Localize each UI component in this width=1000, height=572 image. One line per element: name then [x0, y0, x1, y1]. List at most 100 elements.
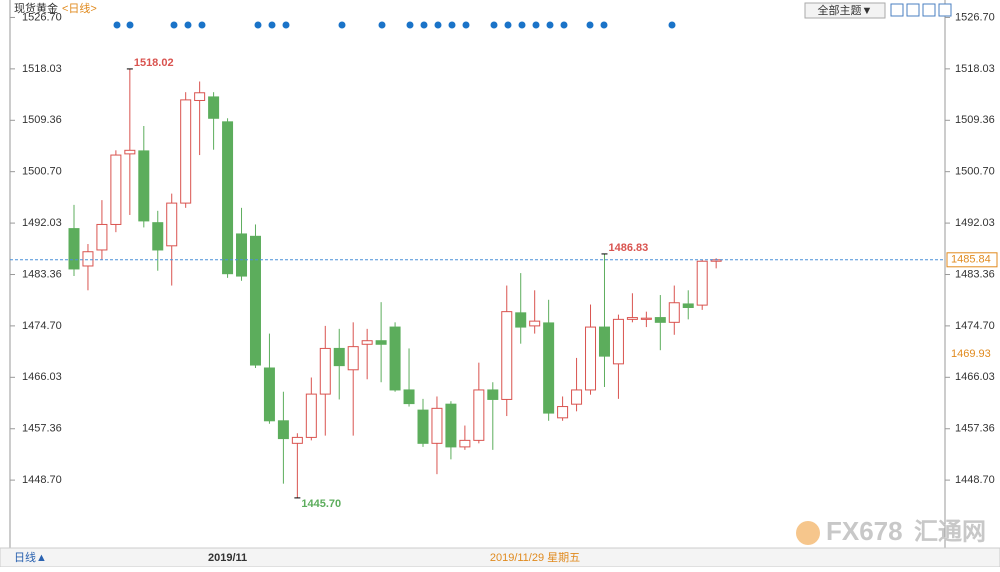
marker-price-label: 1469.93 [951, 348, 991, 360]
candle-body [571, 389, 583, 405]
candle-body [626, 317, 638, 320]
event-dot [198, 21, 206, 29]
candle-body [333, 347, 345, 367]
icon[interactable] [938, 3, 952, 17]
event-dot [113, 21, 121, 29]
candle-body [110, 154, 122, 225]
icon[interactable] [890, 3, 904, 17]
candle-body [68, 228, 80, 270]
candle-body [431, 407, 443, 444]
candle-body [515, 312, 527, 328]
theme-button[interactable]: 全部主题▼ [818, 3, 873, 17]
y-tick-label: 1492.03 [22, 217, 62, 229]
y-tick-label: 1526.70 [22, 11, 62, 23]
y-tick-label-right: 1483.36 [955, 268, 995, 280]
candle-body [263, 367, 275, 422]
candle-body [668, 302, 680, 323]
event-dot [184, 21, 192, 29]
candle-body [194, 92, 206, 101]
event-dot [434, 21, 442, 29]
event-dot [546, 21, 554, 29]
candle-body [417, 409, 429, 444]
candle-body [208, 96, 220, 119]
candle-body [598, 326, 610, 357]
candle-body [305, 393, 317, 438]
event-dot [532, 21, 540, 29]
y-tick-label: 1457.36 [22, 423, 62, 435]
high-label: 1486.83 [608, 242, 648, 254]
event-dot [170, 21, 178, 29]
theme-button-box[interactable] [804, 2, 886, 19]
candle-body [166, 202, 178, 247]
candle-body [277, 420, 289, 440]
candle-body [138, 150, 150, 222]
y-tick-label: 1509.36 [22, 114, 62, 126]
chart-title: 现货黄金 [14, 1, 58, 15]
y-tick-label: 1483.36 [22, 268, 62, 280]
event-dot [126, 21, 134, 29]
candle-body [152, 222, 164, 251]
y-tick-label-right: 1509.36 [955, 114, 995, 126]
candle-body [654, 317, 666, 323]
candle-body [319, 347, 331, 395]
icon[interactable] [922, 3, 936, 17]
candle-body [612, 318, 624, 365]
candle-body [501, 311, 513, 400]
x-tick-label: 2019/11 [208, 552, 247, 564]
candle-body [459, 439, 471, 448]
y-tick-label: 1448.70 [22, 474, 62, 486]
event-dot [586, 21, 594, 29]
candle-body [557, 406, 569, 419]
candle-body [585, 326, 597, 391]
high-label: 1518.02 [134, 57, 174, 69]
y-tick-label-right: 1474.70 [955, 320, 995, 332]
candle-body [180, 99, 192, 204]
event-dot [448, 21, 456, 29]
candle-body [236, 233, 248, 277]
y-tick-label-right: 1518.03 [955, 63, 995, 75]
candle-body [543, 322, 555, 414]
candle-body [445, 403, 457, 448]
last-price-label: 1485.84 [951, 254, 991, 266]
event-dot [420, 21, 428, 29]
event-dot [254, 21, 262, 29]
logo: FX678 [826, 516, 903, 546]
logo-icon [796, 521, 820, 545]
y-tick-label-right: 1466.03 [955, 371, 995, 383]
event-dot [406, 21, 414, 29]
y-tick-label-right: 1526.70 [955, 11, 995, 23]
candle-body [96, 223, 108, 251]
candle-body [403, 389, 415, 405]
y-tick-label-right: 1457.36 [955, 423, 995, 435]
y-tick-label-right: 1500.70 [955, 166, 995, 178]
period-button[interactable]: 日线▲ [14, 550, 47, 564]
candle-body [640, 317, 652, 320]
candle-body [291, 436, 303, 444]
candle-body [361, 340, 373, 345]
candle-body [222, 121, 234, 275]
candle-body [529, 320, 541, 327]
event-dot [490, 21, 498, 29]
y-tick-label: 1518.03 [22, 63, 62, 75]
y-tick-label: 1466.03 [22, 371, 62, 383]
event-dot [338, 21, 346, 29]
logo-cn: 汇通网 [914, 518, 986, 545]
cursor-date: 2019/11/29 星期五 [490, 551, 580, 564]
event-dot [462, 21, 470, 29]
candle-body [375, 340, 387, 345]
event-dot [378, 21, 386, 29]
icon[interactable] [906, 3, 920, 17]
event-dot [282, 21, 290, 29]
y-tick-label: 1474.70 [22, 320, 62, 332]
event-dot [668, 21, 676, 29]
toolbar-icons [890, 3, 952, 17]
y-tick-label-right: 1492.03 [955, 217, 995, 229]
event-dot [560, 21, 568, 29]
last-price-box [946, 252, 998, 268]
event-dot [504, 21, 512, 29]
candle-body [487, 389, 499, 400]
candle-body [682, 303, 694, 308]
event-dot [518, 21, 526, 29]
